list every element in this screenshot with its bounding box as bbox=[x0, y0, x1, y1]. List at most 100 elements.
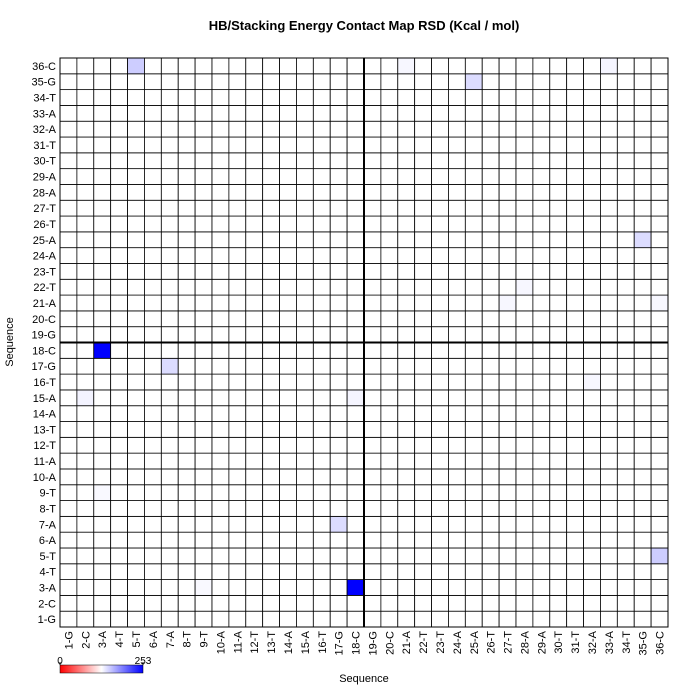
heatmap-cell bbox=[245, 310, 264, 328]
heatmap-cell bbox=[262, 357, 280, 375]
heatmap-cell bbox=[481, 184, 500, 201]
heatmap-cell bbox=[549, 342, 568, 359]
heatmap-cell bbox=[144, 405, 162, 422]
heatmap-cell bbox=[397, 436, 416, 454]
heatmap-cell bbox=[228, 168, 247, 185]
heatmap-cell bbox=[228, 610, 247, 628]
heatmap-cell bbox=[464, 57, 483, 75]
heatmap-cell bbox=[532, 610, 551, 628]
heatmap-cell bbox=[110, 468, 128, 486]
heatmap-cell bbox=[211, 120, 230, 138]
heatmap-cell bbox=[431, 547, 449, 565]
x-tick-label: 9-T bbox=[199, 631, 211, 648]
heatmap-cell bbox=[76, 357, 95, 375]
heatmap-cell bbox=[650, 468, 669, 486]
heatmap-cell bbox=[498, 547, 517, 565]
heatmap-cell bbox=[566, 326, 584, 343]
y-tick-label: 9-T bbox=[40, 488, 57, 500]
heatmap-cell bbox=[515, 73, 534, 91]
heatmap-cell bbox=[160, 215, 179, 233]
heatmap-cell bbox=[346, 357, 365, 375]
heatmap-cell bbox=[431, 579, 449, 596]
heatmap-cell bbox=[464, 231, 483, 249]
heatmap-cell bbox=[177, 452, 196, 470]
x-tick-label: 29-A bbox=[536, 630, 548, 654]
heatmap-cell bbox=[194, 484, 213, 501]
heatmap-cell bbox=[414, 199, 432, 217]
heatmap-cell bbox=[549, 452, 568, 470]
heatmap-cell bbox=[296, 594, 314, 612]
y-tick-label: 19-G bbox=[32, 330, 56, 342]
heatmap-cell bbox=[312, 579, 331, 596]
heatmap-cell bbox=[279, 199, 297, 217]
heatmap-cell bbox=[515, 105, 534, 122]
heatmap-cell bbox=[127, 610, 145, 628]
heatmap-cell bbox=[329, 263, 348, 280]
heatmap-cell bbox=[448, 436, 466, 454]
heatmap-cell bbox=[431, 294, 449, 312]
heatmap-cell bbox=[329, 373, 348, 391]
heatmap-cell bbox=[414, 168, 432, 185]
heatmap-cell bbox=[329, 105, 348, 122]
heatmap-cell bbox=[532, 468, 551, 486]
heatmap-cell bbox=[329, 215, 348, 233]
heatmap-cell bbox=[211, 579, 230, 596]
heatmap-cell bbox=[127, 563, 145, 580]
heatmap-cell bbox=[346, 515, 365, 533]
heatmap-cell bbox=[566, 342, 584, 359]
heatmap-cell bbox=[616, 468, 635, 486]
heatmap-cell bbox=[127, 184, 145, 201]
heatmap-cell bbox=[650, 500, 669, 517]
heatmap-cell bbox=[464, 294, 483, 312]
heatmap-cell bbox=[346, 547, 365, 565]
heatmap-cell bbox=[228, 389, 247, 407]
heatmap-cell bbox=[228, 326, 247, 343]
heatmap-cell bbox=[498, 215, 517, 233]
heatmap-cell bbox=[211, 73, 230, 91]
heatmap-cell bbox=[76, 468, 95, 486]
heatmap-cell bbox=[93, 168, 112, 185]
heatmap-cell bbox=[532, 563, 551, 580]
heatmap-cell bbox=[59, 73, 78, 91]
y-tick-label: 33-A bbox=[33, 108, 57, 120]
heatmap-cell bbox=[262, 563, 280, 580]
heatmap-cell bbox=[245, 231, 264, 249]
heatmap-cell bbox=[93, 105, 112, 122]
heatmap-cell bbox=[414, 231, 432, 249]
heatmap-cell bbox=[279, 436, 297, 454]
heatmap-cell bbox=[127, 547, 145, 565]
heatmap-cell bbox=[481, 326, 500, 343]
heatmap-cell bbox=[498, 57, 517, 75]
x-tick-label: 21-A bbox=[401, 630, 413, 654]
heatmap-cell bbox=[448, 421, 466, 438]
heatmap-cell bbox=[262, 215, 280, 233]
heatmap-cell bbox=[448, 231, 466, 249]
heatmap-cell bbox=[245, 294, 264, 312]
heatmap-cell bbox=[312, 152, 331, 170]
heatmap-cell bbox=[363, 326, 382, 343]
heatmap-cell bbox=[59, 373, 78, 391]
heatmap-cell bbox=[228, 452, 247, 470]
heatmap-cell bbox=[177, 579, 196, 596]
heatmap-cell bbox=[127, 57, 145, 75]
heatmap-cell bbox=[380, 515, 399, 533]
heatmap-cell bbox=[448, 452, 466, 470]
heatmap-cell bbox=[481, 594, 500, 612]
heatmap-cell bbox=[414, 310, 432, 328]
heatmap-cell bbox=[312, 57, 331, 75]
heatmap-cell bbox=[194, 215, 213, 233]
heatmap-cell bbox=[329, 199, 348, 217]
heatmap-cell bbox=[464, 500, 483, 517]
heatmap-cell bbox=[312, 263, 331, 280]
heatmap-cell bbox=[177, 610, 196, 628]
heatmap-cell bbox=[650, 168, 669, 185]
heatmap-cell bbox=[515, 547, 534, 565]
heatmap-cell bbox=[549, 468, 568, 486]
heatmap-cell bbox=[532, 421, 551, 438]
heatmap-cell bbox=[650, 515, 669, 533]
heatmap-cell bbox=[177, 294, 196, 312]
heatmap-cell bbox=[59, 405, 78, 422]
heatmap-cell bbox=[76, 452, 95, 470]
heatmap-cell bbox=[211, 278, 230, 296]
heatmap-cell bbox=[633, 57, 652, 75]
